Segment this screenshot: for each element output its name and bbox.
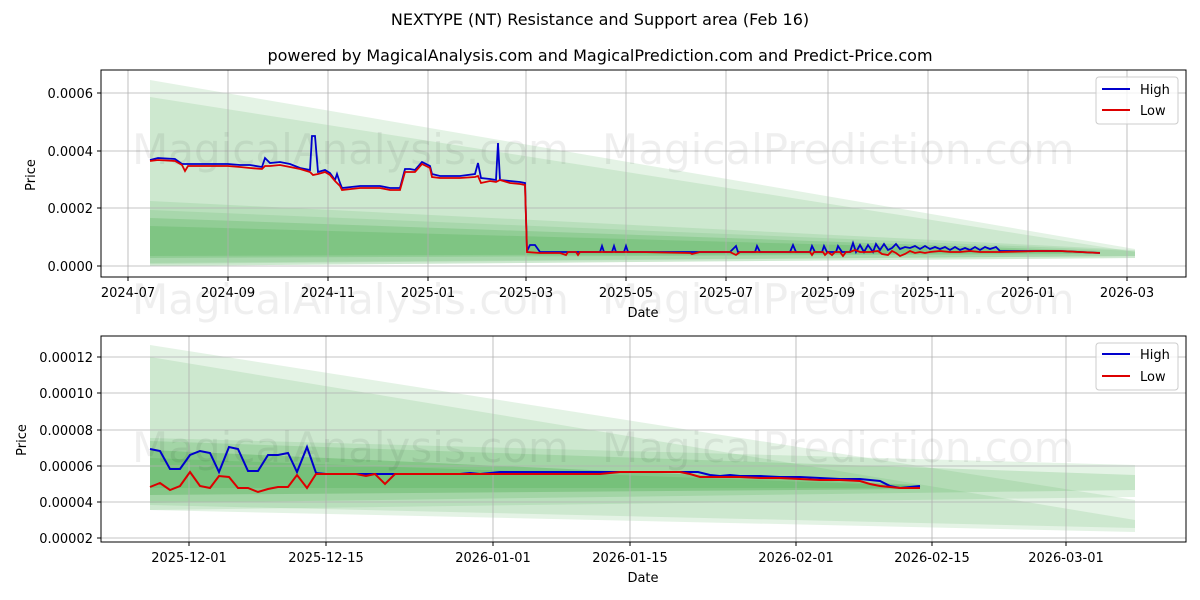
bottom-xtick: 2026-02-01 [758, 551, 834, 566]
bottom-xtick: 2026-02-15 [894, 551, 970, 566]
top-xtick: 2025-03 [499, 286, 553, 301]
top-axes-frame [100, 69, 1187, 278]
watermark-prediction: MagicalPrediction.com [602, 125, 1075, 174]
top-legend: High Low [1095, 76, 1179, 125]
legend-high-label: High [1140, 83, 1170, 98]
bottom-xtick: 2026-01-01 [455, 551, 531, 566]
bottom-xtick: 2026-01-15 [592, 551, 668, 566]
top-xtick: 2024-09 [201, 286, 255, 301]
top-xtick: 2025-01 [401, 286, 455, 301]
top-xtick: 2025-07 [699, 286, 753, 301]
top-xtick: 2026-01 [1001, 286, 1055, 301]
top-ytick: 0.0000 [48, 260, 94, 275]
top-ytick: 0.0002 [48, 202, 94, 217]
chart-title: NEXTYPE (NT) Resistance and Support area… [390, 10, 810, 29]
legend-low-label: Low [1140, 370, 1166, 385]
top-xlabel: Date [627, 306, 658, 321]
bottom-chart: MagicalAnalysis.com MagicalPrediction.co… [15, 335, 1187, 586]
bottom-ytick: 0.00002 [39, 532, 93, 547]
bottom-ytick: 0.00004 [39, 496, 93, 511]
top-chart: MagicalAnalysis.com MagicalPrediction.co… [24, 69, 1187, 324]
top-xtick: 2025-11 [901, 286, 955, 301]
bottom-ylabel: Price [15, 424, 30, 456]
top-xtick: 2024-11 [301, 286, 355, 301]
bottom-ytick: 0.00006 [39, 460, 93, 475]
watermark-prediction-3: MagicalPrediction.com [602, 423, 1075, 472]
bottom-xtick: 2025-12-01 [151, 551, 227, 566]
top-xtick: 2024-07 [101, 286, 155, 301]
bottom-grid [101, 336, 1186, 542]
bottom-ytick: 0.00012 [39, 351, 93, 366]
chart-subtitle: powered by MagicalAnalysis.com and Magic… [267, 46, 933, 65]
top-ytick: 0.0006 [48, 87, 94, 102]
bottom-xtick: 2025-12-15 [288, 551, 364, 566]
bottom-legend: High Low [1095, 342, 1179, 391]
top-high-line [149, 135, 1101, 255]
legend-low-label: Low [1140, 104, 1166, 119]
top-ytick: 0.0004 [48, 145, 94, 160]
top-low-line [149, 159, 1101, 258]
top-ylabel: Price [24, 159, 39, 191]
bottom-ytick: 0.00010 [39, 387, 93, 402]
bottom-ytick: 0.00008 [39, 424, 93, 439]
watermark-prediction-2: MagicalPrediction.com [602, 275, 1075, 324]
legend-high-label: High [1140, 348, 1170, 363]
bottom-xtick: 2026-03-01 [1028, 551, 1104, 566]
watermark-analysis-3: MagicalAnalysis.com [132, 423, 569, 472]
top-xtick: 2026-03 [1100, 286, 1154, 301]
top-xtick: 2025-09 [801, 286, 855, 301]
bottom-axes-frame [100, 335, 1187, 543]
bottom-low-line [149, 470, 920, 494]
bottom-xlabel: Date [627, 571, 658, 586]
top-xtick: 2025-05 [599, 286, 653, 301]
watermark-analysis-2: MagicalAnalysis.com [132, 275, 569, 324]
